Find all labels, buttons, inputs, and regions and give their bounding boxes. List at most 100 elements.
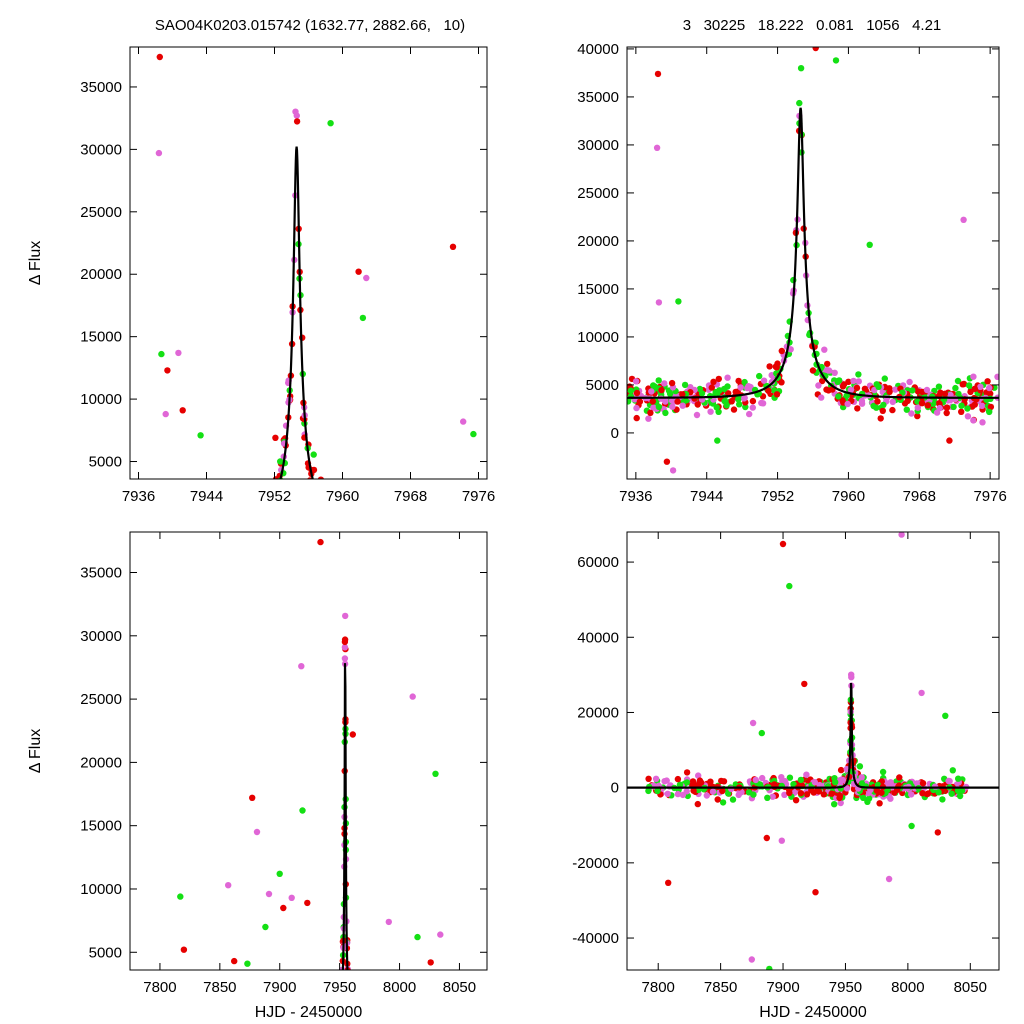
data-point	[384, 532, 390, 538]
data-point	[229, 999, 235, 1005]
data-point	[418, 1018, 424, 1024]
data-point	[781, 778, 789, 785]
y-tick-label: 15000	[80, 329, 122, 346]
data-point	[414, 524, 420, 530]
data-point	[316, 480, 322, 486]
data-point	[162, 410, 169, 418]
data-point	[244, 960, 251, 967]
x-tick-label: 8000	[383, 979, 416, 996]
data-point	[237, 516, 243, 522]
data-point	[665, 879, 672, 886]
data-point	[168, 523, 174, 529]
data-point	[159, 523, 165, 529]
data-point	[683, 788, 690, 795]
data-point	[409, 536, 415, 542]
model-curve	[627, 682, 999, 789]
data-point	[756, 781, 764, 788]
data-point	[383, 1013, 389, 1019]
data-point	[397, 523, 403, 529]
data-point	[760, 377, 768, 384]
data-point	[384, 1004, 390, 1010]
data-point	[340, 526, 346, 532]
data-point	[178, 1014, 184, 1020]
data-point	[736, 401, 743, 408]
data-point	[390, 1010, 396, 1016]
data-point	[919, 790, 926, 797]
data-point	[232, 512, 238, 518]
data-point	[766, 965, 773, 970]
data-point	[371, 508, 377, 514]
data-point	[307, 988, 313, 994]
data-point	[234, 1008, 240, 1014]
data-point	[469, 513, 475, 519]
data-point	[280, 904, 287, 912]
data-point	[334, 996, 340, 1002]
data-point	[449, 530, 455, 536]
data-point	[797, 65, 805, 72]
y-tick-label: 5000	[89, 944, 122, 961]
data-point	[696, 385, 704, 393]
data-point	[758, 399, 765, 407]
data-point	[446, 533, 452, 539]
data-point	[366, 522, 372, 528]
data-point	[362, 1015, 368, 1021]
data-point	[253, 828, 261, 836]
data-points	[627, 47, 999, 474]
data-point	[370, 506, 376, 512]
data-point	[396, 1010, 402, 1016]
data-point	[140, 517, 146, 523]
data-point	[205, 510, 211, 516]
data-point	[471, 508, 477, 514]
data-point	[441, 519, 447, 525]
data-point	[470, 521, 476, 527]
data-point	[218, 1014, 224, 1020]
data-point	[349, 996, 355, 1002]
data-point	[725, 790, 732, 797]
data-point	[235, 528, 241, 534]
data-point	[188, 506, 194, 512]
data-point	[168, 518, 174, 524]
data-point	[202, 1004, 208, 1010]
data-point	[955, 775, 962, 782]
data-point	[160, 1019, 166, 1024]
data-point	[149, 530, 155, 536]
data-point	[160, 522, 166, 528]
data-point	[906, 378, 913, 386]
data-point	[176, 520, 182, 526]
data-point	[317, 479, 323, 485]
data-point	[236, 1018, 242, 1024]
data-point	[839, 776, 847, 784]
data-point	[266, 516, 272, 522]
data-point	[359, 510, 365, 516]
data-point	[195, 1014, 201, 1020]
x-tick-label: 7900	[263, 979, 296, 996]
data-point	[338, 519, 344, 525]
data-point	[157, 509, 163, 515]
data-point	[675, 298, 682, 305]
x-tick-label: 7900	[766, 979, 799, 996]
data-point	[192, 998, 198, 1004]
data-point	[812, 47, 819, 52]
data-point	[730, 406, 738, 413]
data-point	[147, 518, 153, 524]
data-point	[155, 536, 161, 542]
data-point	[370, 1019, 376, 1024]
x-tick-label: 8050	[954, 979, 987, 996]
data-point	[674, 790, 682, 798]
data-point	[826, 367, 833, 374]
y-tick-label: 25000	[80, 204, 122, 221]
data-point	[803, 771, 810, 778]
data-point	[310, 451, 317, 458]
data-point	[368, 1011, 374, 1017]
data-point	[352, 522, 358, 528]
data-point	[329, 512, 335, 518]
data-point	[143, 519, 149, 525]
data-point	[370, 1007, 376, 1013]
data-point	[272, 434, 279, 441]
data-point	[371, 1016, 377, 1022]
data-point	[368, 1008, 374, 1014]
data-point	[222, 1017, 228, 1023]
data-point	[935, 383, 943, 390]
data-point	[315, 493, 321, 499]
data-point	[843, 785, 851, 792]
